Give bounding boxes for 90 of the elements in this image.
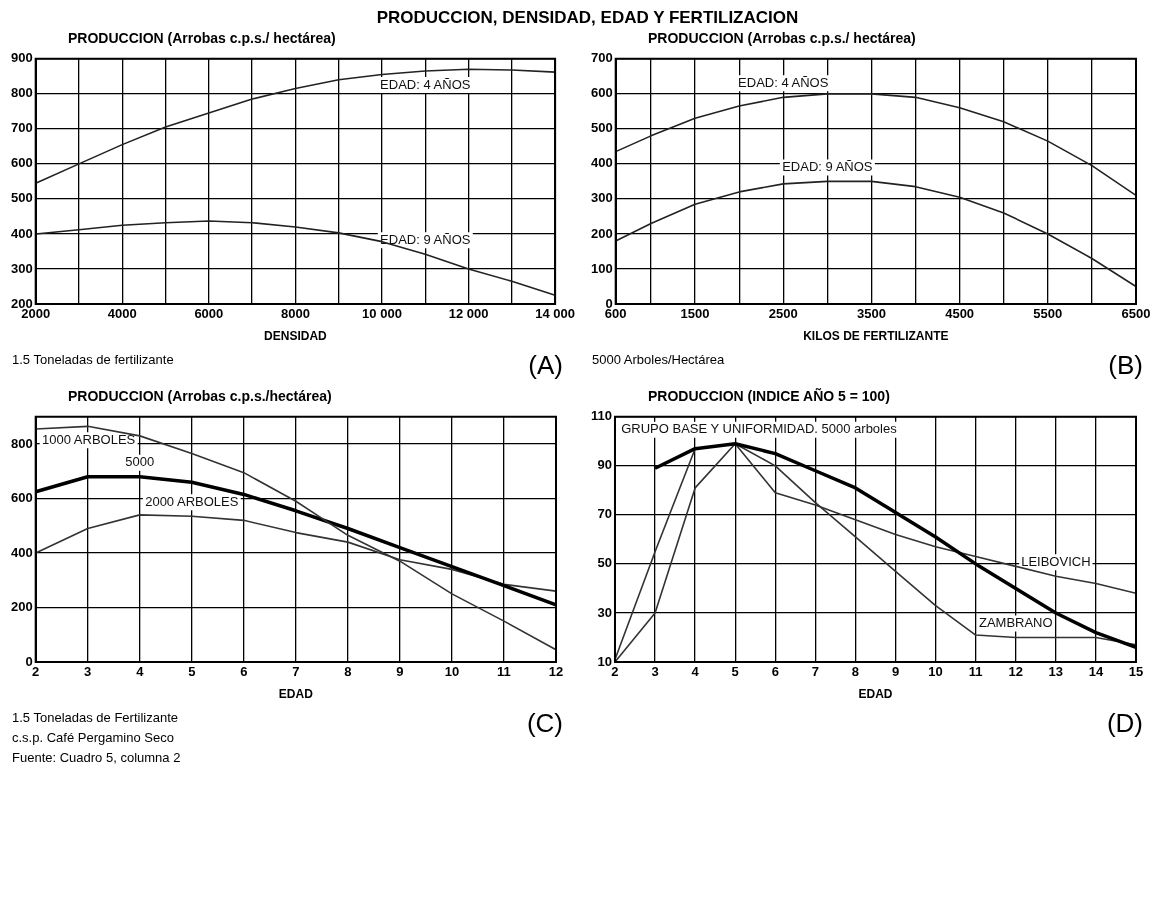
y-tick-label: 300 [10, 260, 33, 276]
x-tick-label: 12 000 [448, 306, 489, 322]
x-tick-label: 2 [32, 664, 40, 680]
x-tick-label: 7 [811, 664, 819, 680]
x-axis-title: EDAD [858, 687, 893, 702]
text: 5000 Arboles/Hectárea [592, 351, 725, 369]
x-tick-label: 5500 [1033, 306, 1063, 322]
source-note: Fuente: Cuadro 5, columna 2 [12, 749, 181, 767]
x-axis-title: DENSIDAD [264, 329, 328, 344]
chart-title: PRODUCCION, DENSIDAD, EDAD Y FERTILIZACION [375, 8, 800, 29]
x-tick-label: 9 [396, 664, 404, 680]
x-tick-label: 6 [240, 664, 248, 680]
y-tick-label: 600 [10, 490, 33, 506]
y-axis-title: PRODUCCION (Arrobas c.p.s./ hectárea) [68, 30, 337, 48]
x-tick-label: 3 [84, 664, 92, 680]
y-tick-label: 600 [10, 155, 33, 171]
y-tick-label: 800 [10, 435, 33, 451]
y-tick-label: 400 [590, 155, 613, 171]
y-tick-label: 500 [10, 190, 33, 206]
x-tick-label: 8 [851, 664, 860, 680]
annotation: EDAD: 4 AÑOS [380, 76, 471, 92]
x-tick-label: 3500 [856, 306, 886, 322]
y-tick-label: 70 [597, 506, 612, 522]
x-axis-title: EDAD [278, 687, 314, 702]
y-tick-label: 400 [10, 225, 33, 241]
y-tick-label: 10 [597, 653, 612, 669]
x-tick-label: 11 [497, 664, 511, 680]
x-tick-label: 10 [444, 664, 460, 680]
x-tick-label: 5 [188, 664, 196, 680]
x-tick-label: 10 [928, 664, 943, 680]
y-tick-label: 0 [25, 653, 33, 669]
y-tick-label: 700 [590, 50, 613, 66]
annotation: EDAD: 4 AÑOS [738, 74, 829, 90]
x-tick-label: 8 [344, 664, 352, 680]
y-tick-label: 600 [590, 85, 613, 101]
y-axis-title: PRODUCCION (Arrobas c.p.s./hectárea) [68, 388, 333, 406]
x-tick-label: 4 [691, 664, 700, 680]
y-axis-title: PRODUCCION (INDICE AÑO 5 = 100) [648, 388, 891, 406]
x-tick-label: 4500 [945, 306, 975, 322]
annotation: ZAMBRANO [978, 615, 1053, 631]
x-tick-label: 11 [968, 664, 983, 680]
x-tick-label: 8000 [280, 306, 310, 322]
x-tick-label: 14 [1088, 664, 1104, 680]
x-tick-label: 6500 [1121, 306, 1151, 322]
y-tick-label: 110 [590, 408, 612, 424]
x-tick-label: 10 000 [362, 306, 402, 322]
y-tick-label: 300 [590, 190, 613, 206]
x-tick-label: 9 [891, 664, 900, 680]
annotation: LEIBOVICH [1021, 553, 1091, 569]
x-tick-label: 5 [731, 664, 739, 680]
annotation: 2000 ARBOLES [145, 493, 239, 509]
x-tick-label: 6000 [194, 306, 224, 322]
y-tick-label: 400 [10, 544, 33, 560]
text: 1.5 Toneladas de Fertilizante [12, 709, 179, 727]
text: c.s.p. Café Pergamino Seco [12, 729, 175, 747]
x-tick-label: 6 [771, 664, 779, 680]
x-tick-label: 2500 [768, 306, 798, 322]
text: (C) [526, 708, 563, 739]
y-tick-label: 200 [590, 225, 613, 241]
y-axis-title: PRODUCCION (Arrobas c.p.s./ hectárea) [648, 30, 917, 48]
x-tick-label: 13 [1048, 664, 1064, 680]
y-tick-label: 700 [10, 120, 33, 136]
text: (B) [1108, 350, 1143, 381]
y-tick-label: 200 [10, 599, 33, 615]
x-tick-label: 3 [651, 664, 659, 680]
annotation: EDAD: 9 AÑOS [782, 158, 873, 174]
annotation: EDAD: 9 AÑOS [380, 231, 471, 247]
annotation: 1000 ARBOLES [42, 431, 136, 447]
x-tick-label: 2 [611, 664, 619, 680]
text: (D) [1106, 708, 1143, 739]
text: (A) [528, 350, 563, 381]
y-tick-label: 90 [597, 457, 612, 473]
x-tick-label: 4 [136, 664, 145, 680]
x-axis-title: KILOS DE FERTILIZANTE [803, 329, 949, 344]
x-tick-label: 12 [1008, 664, 1023, 680]
y-tick-label: 50 [597, 555, 612, 571]
x-tick-label: 7 [292, 664, 300, 680]
x-tick-label: 1500 [680, 306, 710, 322]
y-tick-label: 900 [10, 50, 33, 66]
text: 1.5 Toneladas de fertilizante [12, 351, 174, 369]
y-tick-label: 30 [597, 604, 612, 620]
y-tick-label: 500 [590, 120, 613, 136]
annotation: GRUPO BASE Y UNIFORMIDAD. 5000 arboles [621, 421, 898, 437]
x-tick-label: 14 000 [535, 306, 575, 322]
y-tick-label: 100 [590, 260, 613, 276]
x-tick-label: 4000 [107, 306, 137, 322]
y-tick-label: 800 [10, 85, 33, 101]
annotation: 5000 [125, 454, 155, 470]
x-tick-label: 12 [548, 664, 564, 680]
x-tick-label: 15 [1128, 664, 1144, 680]
